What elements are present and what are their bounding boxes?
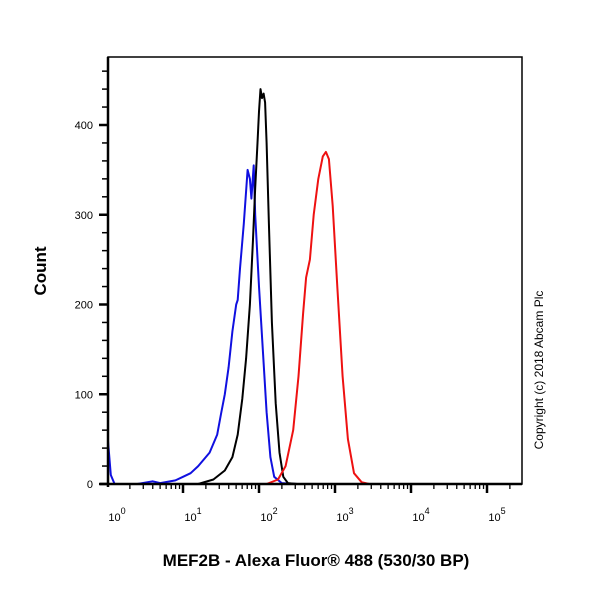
y-tick-label: 200 bbox=[75, 300, 93, 312]
x-tick-label: 100 bbox=[108, 506, 125, 524]
x-tick-label: 104 bbox=[412, 506, 429, 524]
x-tick-label: 103 bbox=[336, 506, 353, 524]
plot-frame bbox=[107, 56, 523, 485]
y-tick-label: 100 bbox=[75, 389, 93, 401]
x-tick-label: 101 bbox=[184, 506, 201, 524]
black-histogram-curve bbox=[114, 88, 518, 485]
histogram-curves bbox=[107, 88, 518, 485]
y-tick-label: 0 bbox=[87, 479, 93, 491]
y-tick-label: 300 bbox=[75, 210, 93, 222]
x-axis-label: MEF2B - Alexa Fluor® 488 (530/30 BP) bbox=[163, 551, 470, 570]
copyright-annotation: Copyright (c) 2018 Abcam Plc bbox=[532, 291, 546, 450]
red-histogram-curve bbox=[108, 150, 518, 485]
x-tick-label: 102 bbox=[260, 506, 277, 524]
x-tick-label: 105 bbox=[488, 506, 505, 524]
y-tick-label: 400 bbox=[75, 120, 93, 132]
blue-histogram-curve bbox=[107, 164, 518, 485]
x-axis-ticks: 100 101 102 103 104 105 bbox=[108, 484, 511, 524]
y-axis-label: Count bbox=[31, 246, 50, 295]
y-axis-ticks: 0 100 200 300 400 bbox=[75, 70, 108, 491]
